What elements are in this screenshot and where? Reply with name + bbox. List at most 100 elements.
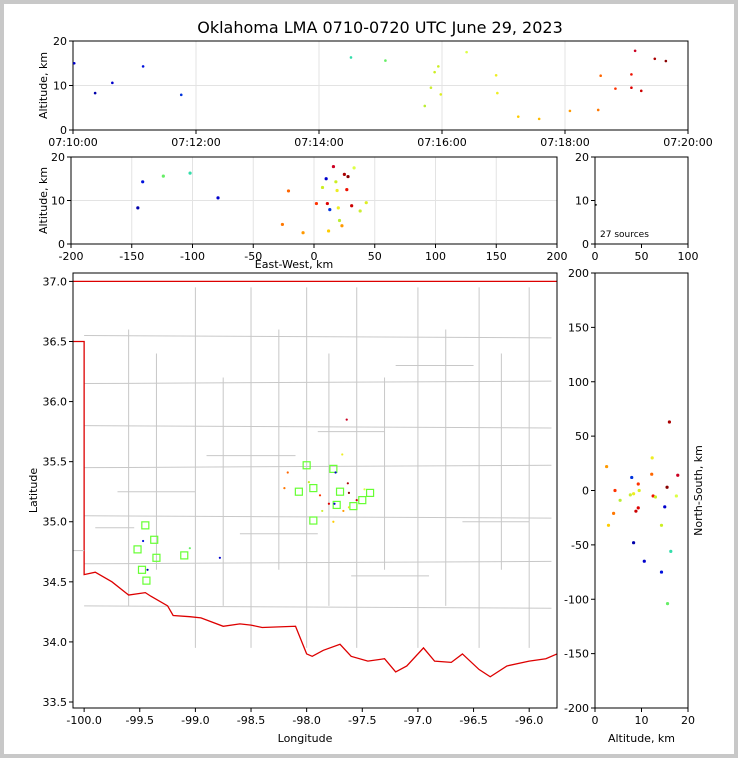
lma-figure: Oklahoma LMA 0710-0720 UTC June 29, 2023… — [27, 18, 713, 745]
y-axis-label: Altitude, km — [37, 52, 50, 119]
chart-title: Oklahoma LMA 0710-0720 UTC June 29, 2023 — [197, 18, 563, 37]
time-tick-label: 07:18:00 — [540, 136, 589, 149]
source-point — [628, 493, 632, 497]
source-point — [335, 188, 339, 193]
x-tick-label: 50 — [368, 250, 382, 263]
x-tick-label: 10 — [635, 714, 649, 727]
source-point — [358, 209, 362, 213]
figure-frame: Oklahoma LMA 0710-0720 UTC June 29, 2023… — [4, 4, 734, 754]
altitude-northsouth-panel: 0 10 20 200 150 100 50 0 -50 -100 -150 -200 Altitude… — [564, 267, 705, 745]
source-point — [345, 188, 349, 192]
source-point — [346, 482, 349, 485]
source-point — [669, 549, 673, 554]
lma-station — [349, 502, 358, 511]
source-point — [337, 218, 342, 223]
source-point — [141, 539, 145, 543]
source-point — [437, 65, 440, 68]
source-point — [639, 89, 643, 93]
source-point — [599, 74, 602, 78]
plot-frame — [72, 272, 558, 709]
source-point — [93, 91, 97, 95]
source-point — [665, 602, 670, 606]
time-tick-label: 07:12:00 — [171, 136, 220, 149]
altitude-eastwest-panel: -200 -150 -100 -50 0 50 100 150 200 0 10 20 East-Wes… — [37, 151, 568, 271]
x-tick-label: 150 — [486, 250, 507, 263]
source-point — [636, 506, 640, 510]
source-point — [307, 480, 310, 484]
x-tick-label: 0 — [592, 250, 599, 263]
source-count-panel: 27 sources 0 50 100 0 10 20 — [575, 151, 699, 263]
source-point — [318, 494, 322, 497]
county-line — [84, 380, 552, 385]
source-point — [161, 174, 165, 178]
source-point — [636, 482, 640, 486]
y-axis-label: North-South, km — [692, 445, 705, 536]
source-point — [314, 201, 319, 206]
latitude-tick-label: 35.5 — [43, 456, 68, 469]
y-tick-label: 10 — [51, 195, 65, 208]
latitude-tick-label: 36.0 — [43, 396, 68, 409]
source-point — [328, 208, 332, 212]
y-tick-label: 0 — [60, 124, 67, 137]
source-point — [301, 231, 305, 235]
source-point — [664, 59, 668, 63]
y-tick-label: 20 — [575, 151, 589, 164]
lma-station — [358, 496, 367, 505]
y-tick-label: 0 — [582, 485, 589, 498]
source-point — [331, 164, 336, 169]
source-point — [340, 224, 344, 228]
source-point — [352, 166, 356, 170]
source-point — [631, 541, 636, 545]
time-tick-label: 07:16:00 — [417, 136, 466, 149]
latitude-tick-label: 34.0 — [43, 636, 68, 649]
source-point — [286, 189, 291, 193]
source-point — [433, 70, 436, 74]
source-point — [613, 488, 617, 493]
plot-frame — [72, 40, 689, 131]
source-point — [659, 523, 664, 527]
source-point — [612, 511, 616, 515]
source-point — [618, 498, 622, 502]
source-point — [72, 61, 76, 65]
source-point — [363, 488, 366, 491]
x-tick-label: -50 — [244, 250, 262, 263]
longitude-tick-label: -99.0 — [181, 714, 209, 727]
source-point — [630, 86, 633, 90]
source-point — [605, 464, 609, 469]
source-point — [324, 177, 328, 181]
source-point — [650, 456, 654, 460]
y-tick-label: 0 — [582, 238, 589, 251]
x-tick-label: -150 — [119, 250, 144, 263]
longitude-tick-label: -98.0 — [292, 714, 320, 727]
lma-station — [309, 483, 318, 493]
y-tick-label: 0 — [58, 238, 65, 251]
x-tick-label: -200 — [59, 250, 84, 263]
lma-station — [142, 576, 151, 585]
source-point — [333, 502, 336, 505]
y-tick-label: 50 — [575, 430, 589, 443]
x-axis-label: Altitude, km — [608, 732, 675, 745]
county-line — [84, 605, 552, 609]
count-point — [595, 203, 597, 206]
latitude-tick-label: 34.5 — [43, 576, 68, 589]
source-point — [325, 201, 329, 206]
longitude-tick-label: -98.5 — [237, 714, 265, 727]
x-tick-label: -100 — [180, 250, 205, 263]
y-tick-label: -200 — [564, 702, 589, 715]
source-point — [345, 418, 348, 421]
source-count-label: 27 sources — [600, 230, 649, 240]
plot-frame — [594, 156, 689, 245]
longitude-tick-label: -97.5 — [348, 714, 376, 727]
source-point — [146, 568, 149, 571]
y-tick-label: 150 — [568, 321, 589, 334]
y-axis-label: Altitude, km — [37, 167, 50, 234]
latitude-tick-label: 35.0 — [43, 516, 68, 529]
source-point — [188, 547, 191, 550]
x-tick-label: 100 — [678, 250, 699, 263]
y-tick-label: 200 — [568, 267, 589, 280]
source-point — [653, 495, 658, 499]
time-tick-label: 07:20:00 — [663, 136, 712, 149]
source-point — [568, 109, 572, 113]
lma-station — [133, 545, 142, 554]
source-point — [334, 471, 337, 474]
